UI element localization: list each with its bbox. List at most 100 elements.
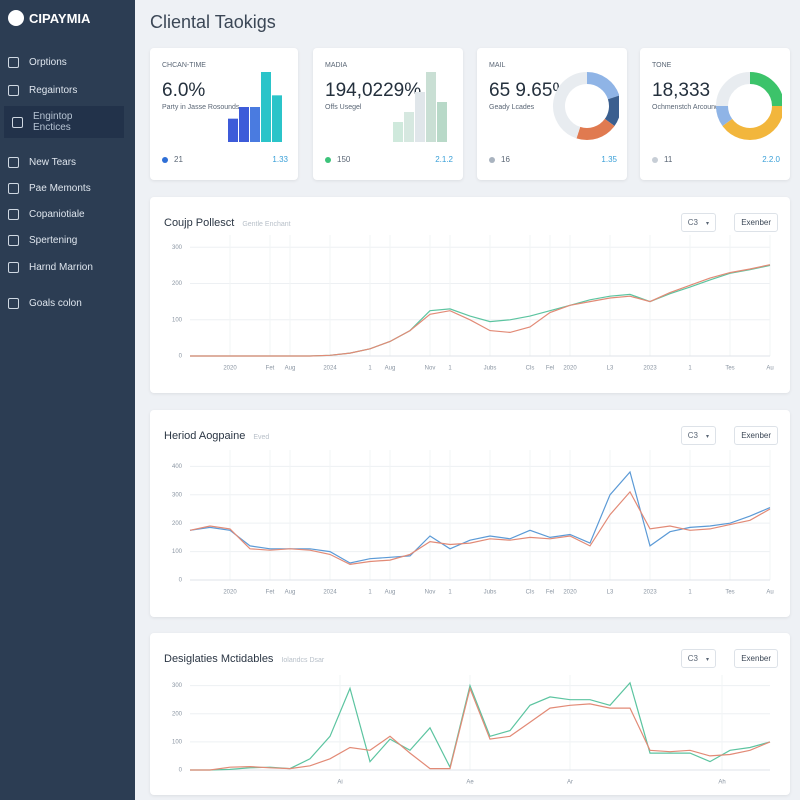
y-tick-label: 300 [172, 245, 183, 251]
nav-item[interactable]: Spertening [0, 228, 135, 252]
donut-segment [553, 72, 588, 139]
kpi-sub: Party in Jasse Rosounds [162, 104, 240, 111]
line-chart: 0 100 200 300 2020 Fet Aug 2024 1 Aug Nov 1 Jubs Cls F… [172, 235, 774, 372]
donut-segment [586, 72, 619, 100]
mini-bar [228, 118, 238, 142]
nav-label: New Tears [29, 156, 77, 168]
x-tick-label: 2024 [323, 366, 337, 372]
nav-item[interactable]: Pae Memonts [0, 176, 135, 200]
brand-name: CIPAYMIA [29, 10, 91, 26]
x-tick-label: Ai [337, 780, 342, 786]
export-button[interactable]: Exenber [734, 649, 778, 668]
export-button[interactable]: Exenber [734, 426, 778, 445]
x-tick-label: 1 [448, 366, 452, 372]
donut-segment [716, 105, 733, 126]
chart-panel: Coujp Pollesct Gentle Enchant C3 ▾ Exenber 0 1… [150, 197, 790, 393]
nav-item[interactable]: Engintop Enctices [4, 106, 124, 138]
nav-item[interactable]: New Tears [0, 150, 135, 174]
x-tick-label: Ah [718, 780, 725, 786]
mini-bar [272, 95, 282, 142]
nav-icon [8, 261, 19, 273]
kpi-dot [652, 156, 658, 163]
chart-panel: Desiglaties Mctidables Iolandcs Dsar C3 ▾ Ex… [150, 633, 790, 795]
nav-icon [8, 56, 19, 68]
chart-title: Heriod Aogpaine Eved [164, 430, 269, 442]
x-tick-label: Cls [526, 366, 535, 372]
x-tick-label: Fet [266, 366, 275, 372]
export-button[interactable]: Exenber [734, 213, 778, 232]
donut-segment [722, 105, 782, 140]
filter-select[interactable]: C3 ▾ [680, 649, 716, 668]
nav-icon [12, 116, 23, 128]
chart-title: Coujp Pollesct Gentle Enchant [164, 217, 291, 229]
line-chart: 0 100 200 300 400 2020 Fet Aug 2024 1 Aug Nov 1 Jubs C… [172, 450, 774, 596]
kpi-value: 6.0% [162, 80, 206, 101]
filter-label: C3 [687, 431, 698, 440]
kpi-value: 18,333 [652, 80, 711, 101]
kpi-left: 21 [174, 155, 183, 164]
kpi-card: TONE 18,333 Ochmenstch Arcound 11 2.2.0 [640, 48, 790, 180]
x-tick-label: Aug [285, 590, 296, 596]
dropdown-arrow: ▾ [705, 434, 709, 440]
y-tick-label: 100 [172, 549, 183, 555]
dropdown-arrow: ▾ [705, 657, 709, 663]
nav-label: Regaintors [29, 84, 78, 96]
kpi-dot [489, 156, 495, 163]
mini-bar [415, 92, 425, 142]
chart-title-text: Heriod Aogpaine [164, 430, 246, 442]
kpi-sub: Geady Lcades [489, 104, 535, 111]
nav-icon [8, 84, 19, 96]
nav-item[interactable]: Goals colon [0, 291, 135, 315]
x-tick-label: Ar [567, 780, 573, 786]
kpi-left: 16 [501, 155, 510, 164]
nav-item[interactable]: Harnd Marrion [0, 255, 135, 279]
y-tick-label: 300 [172, 683, 183, 689]
y-tick-label: 200 [172, 711, 183, 717]
donut-segment [604, 95, 619, 126]
filter-label: C3 [687, 654, 698, 663]
chart-panel: Heriod Aogpaine Eved C3 ▾ Exenber 0 100 200 300 4… [150, 410, 790, 617]
x-tick-label: Aug [385, 590, 396, 596]
nav-label: Orptions [29, 56, 67, 68]
kpi-card: CHCAN-TIME 6.0% Party in Jasse Rosounds 21 1… [150, 48, 298, 180]
nav-icon [8, 156, 19, 168]
kpi-dot [162, 156, 168, 163]
dropdown-arrow: ▾ [705, 221, 709, 227]
nav-label: Spertening [29, 234, 78, 246]
x-tick-label: Fel [546, 590, 554, 596]
filter-label: C3 [687, 218, 698, 227]
x-tick-label: Nov [425, 590, 436, 596]
mini-chart [553, 72, 619, 140]
kpi-value: 194,0229% [325, 80, 422, 101]
filter-select[interactable]: C3 ▾ [680, 426, 716, 445]
mini-bar [426, 72, 436, 142]
nav-item[interactable]: Copaniotiale [0, 202, 135, 226]
nav-icon [8, 234, 19, 246]
kpi-sub: Ochmenstch Arcound [652, 104, 719, 111]
nav-icon [8, 182, 19, 194]
chart-subtitle: Iolandcs Dsar [281, 657, 325, 664]
kpi-left: 11 [664, 155, 673, 164]
nav-label: Pae Memonts [29, 182, 91, 194]
y-tick-label: 0 [179, 354, 183, 360]
kpi-footer: 16 [489, 155, 510, 164]
x-tick-label: L3 [607, 366, 614, 372]
nav-item[interactable]: Orptions [0, 50, 135, 74]
y-tick-label: 200 [172, 281, 183, 287]
mini-bar [404, 112, 414, 142]
mini-chart [716, 72, 782, 140]
series-line [190, 681, 771, 771]
x-tick-label: L3 [607, 590, 614, 596]
x-tick-label: 1 [368, 590, 372, 596]
logo [8, 10, 24, 26]
x-tick-label: Ae [466, 780, 474, 786]
x-tick-label: 1 [368, 366, 372, 372]
filter-select[interactable]: C3 ▾ [680, 213, 716, 232]
nav-label: Copaniotiale [29, 208, 85, 220]
nav-item[interactable]: Regaintors [0, 78, 135, 102]
x-tick-label: Nov [425, 366, 436, 372]
x-tick-label: 2023 [643, 590, 657, 596]
y-tick-label: 0 [179, 768, 183, 774]
nav-icon [8, 208, 19, 220]
x-tick-label: 2020 [223, 366, 237, 372]
